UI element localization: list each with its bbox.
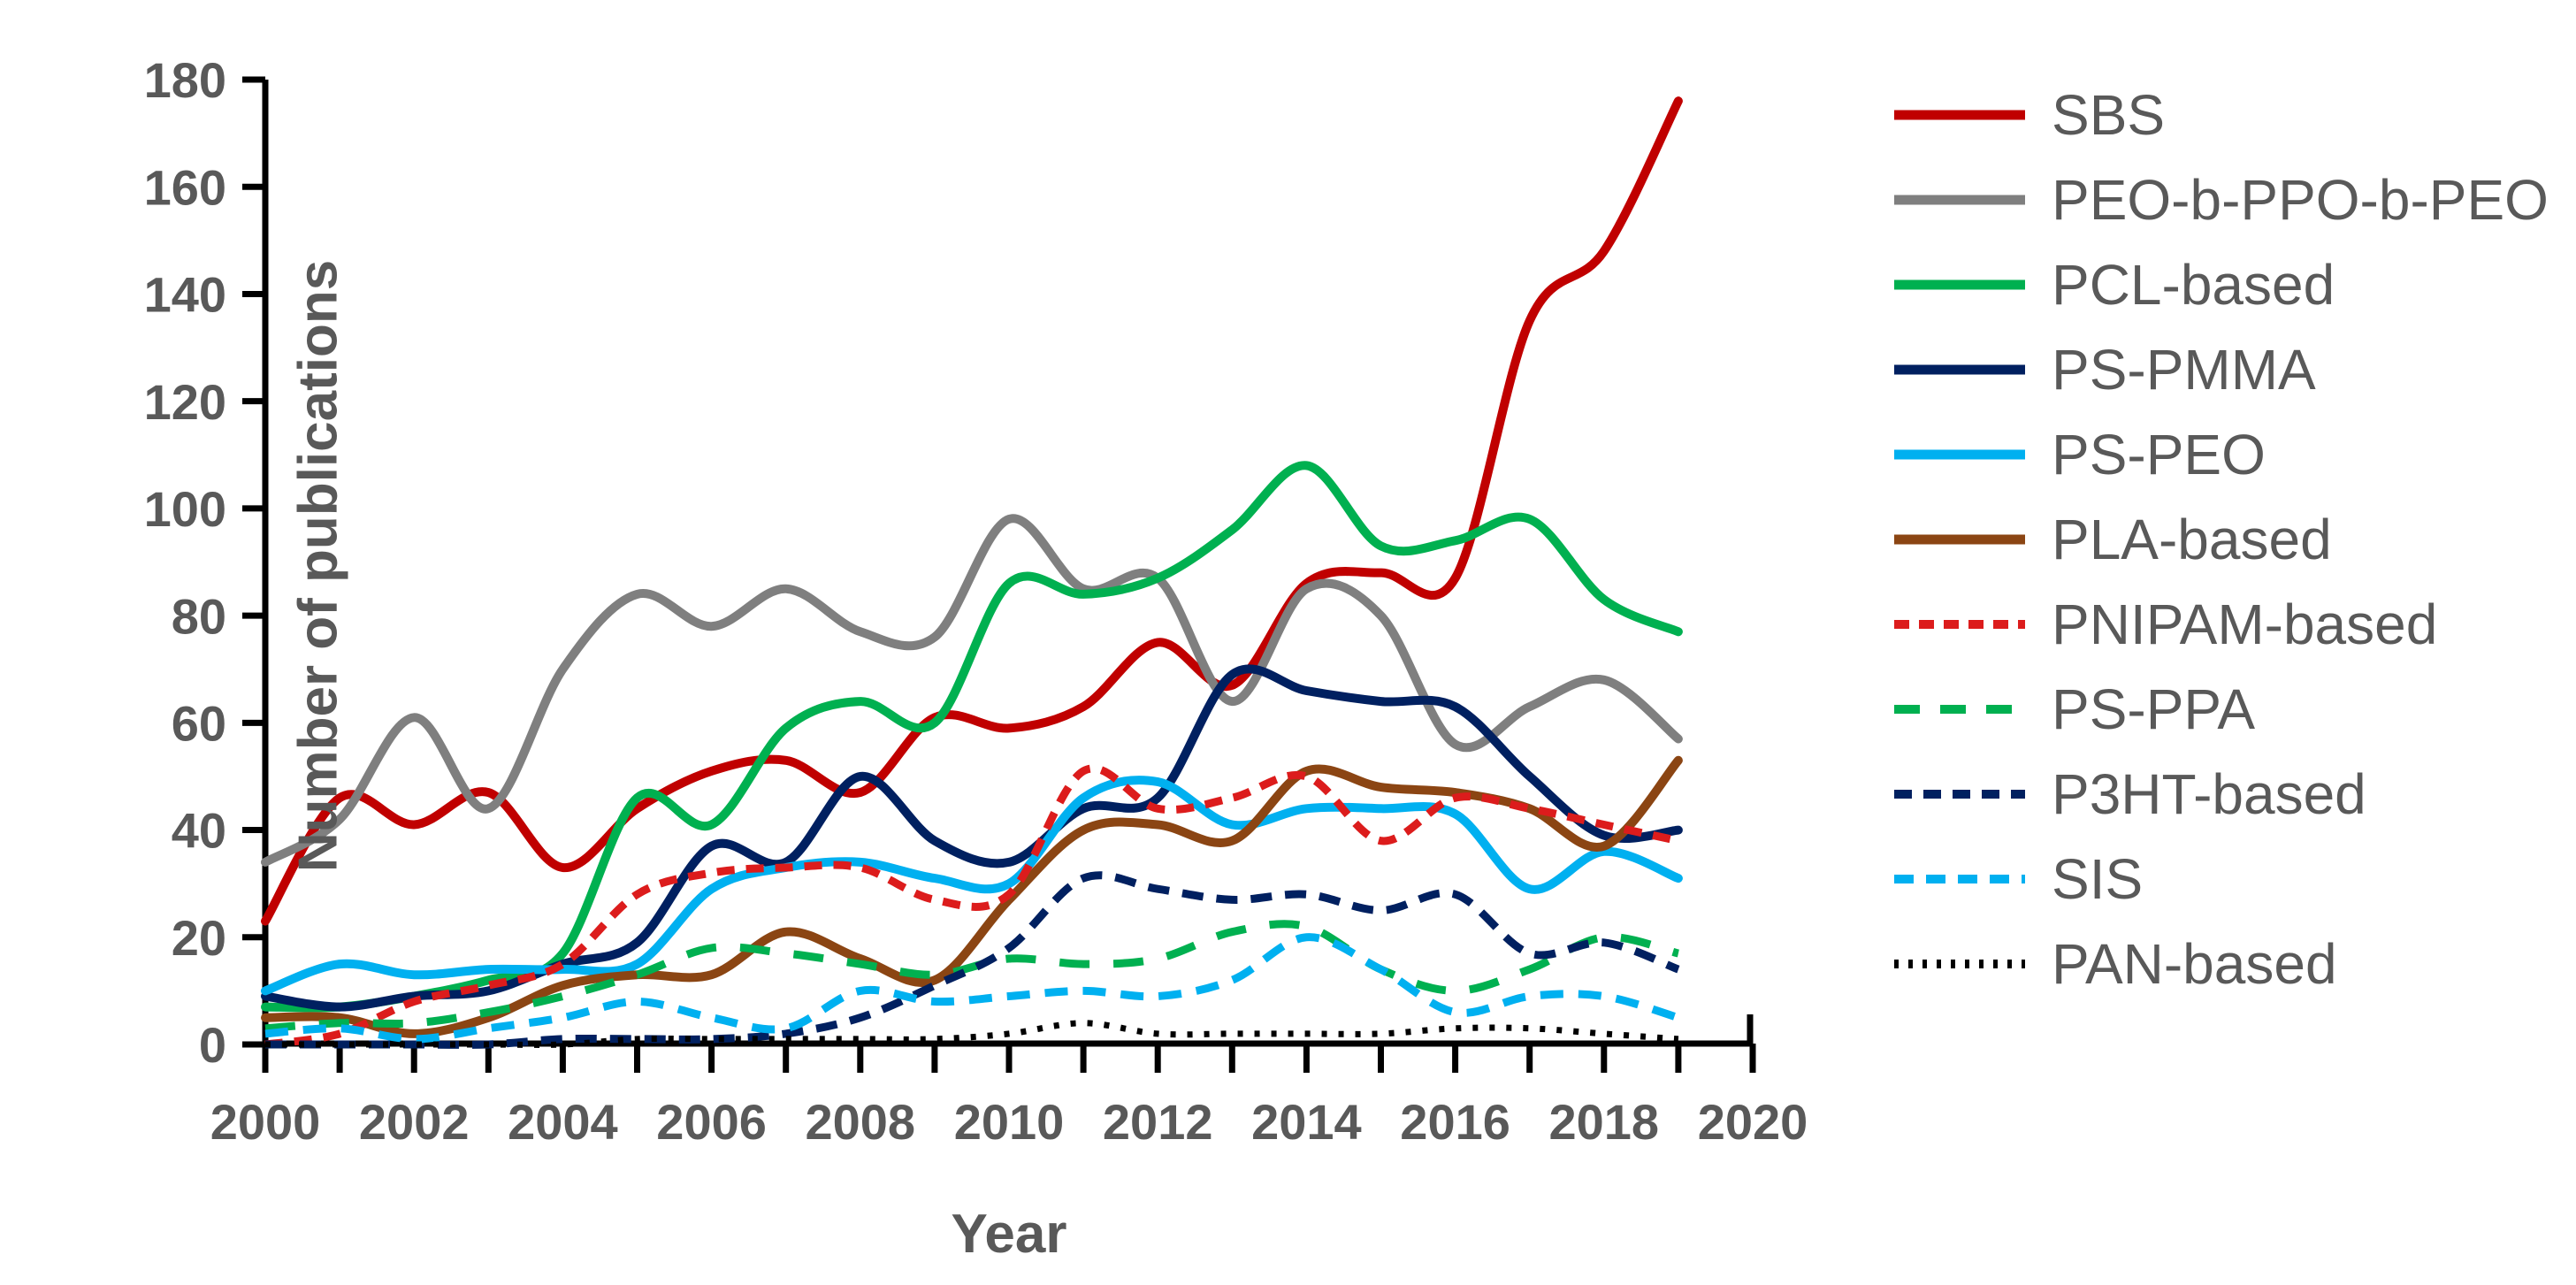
legend-item-pcl-based: PCL-based: [1892, 242, 2573, 327]
legend-label: P3HT-based: [2052, 762, 2366, 826]
legend-swatch-p3ht-based-icon: [1894, 790, 2025, 799]
legend-swatch-sbs-icon: [1894, 110, 2025, 120]
legend-swatch-pnipam-based-icon: [1894, 620, 2025, 629]
x-tick-label: 2010: [954, 1094, 1065, 1150]
x-tick-label: 2016: [1400, 1094, 1510, 1150]
legend-item-sbs: SBS: [1892, 73, 2573, 157]
legend-swatch-ps-pmma-icon: [1894, 364, 2025, 375]
x-tick-label: 2000: [210, 1094, 321, 1150]
legend-label: PS-PPA: [2052, 677, 2255, 741]
x-tick-label: 2006: [656, 1094, 767, 1150]
y-tick-label: 160: [144, 159, 226, 215]
legend-label: PS-PMMA: [2052, 338, 2316, 402]
legend-swatch-ps-ppa-icon: [1894, 705, 2025, 714]
series-line-ps-peo: [261, 776, 1683, 996]
legend: SBS PEO-b-PPO-b-PEO PCL-based PS-PMMA PS-PEO…: [1892, 73, 2573, 1006]
legend-label: PNIPAM-based: [2052, 593, 2438, 656]
legend-item-peo-b-ppo-b-peo: PEO-b-PPO-b-PEO: [1892, 157, 2573, 242]
x-tick-label: 2012: [1103, 1094, 1213, 1150]
y-tick-label: 80: [172, 588, 226, 644]
series-line-pan-based: [265, 1020, 1679, 1048]
x-tick-label: 2020: [1698, 1094, 1808, 1150]
y-tick-label: 20: [172, 910, 226, 966]
legend-label: SIS: [2052, 847, 2144, 911]
legend-label: SBS: [2052, 83, 2166, 147]
legend-label: PEO-b-PPO-b-PEO: [2052, 168, 2549, 232]
x-tick-label: 2004: [508, 1094, 618, 1150]
legend-label: PCL-based: [2052, 253, 2335, 317]
series-line-p3ht-based: [265, 871, 1680, 1049]
y-tick-label: 140: [144, 267, 226, 323]
legend-label: PAN-based: [2052, 932, 2337, 996]
x-tick-label: 2008: [806, 1094, 916, 1150]
legend-label: PLA-based: [2052, 508, 2332, 571]
y-tick-label: 100: [144, 481, 226, 537]
series-line-peo-b-ppo-b-peo: [261, 514, 1683, 867]
legend-item-pnipam-based: PNIPAM-based: [1892, 582, 2573, 667]
y-tick-label: 60: [172, 695, 226, 751]
legend-swatch-peo-b-ppo-b-peo-icon: [1894, 195, 2025, 205]
x-axis-title: Year: [951, 1204, 1067, 1265]
legend-item-pla-based: PLA-based: [1892, 497, 2573, 582]
y-axis-title: Number of publications: [287, 259, 349, 873]
legend-item-p3ht-based: P3HT-based: [1892, 752, 2573, 837]
series-line-ps-pmma: [261, 664, 1683, 1012]
y-tick-labels: 0 20 40 60 80 100 120 140 160 180: [144, 52, 226, 1073]
legend-swatch-ps-peo-icon: [1894, 449, 2025, 460]
x-tick-labels: 2000 2002 2004 2006 2008 2010 2012 2014 2016 2018…: [210, 1094, 1808, 1150]
legend-swatch-pcl-based-icon: [1894, 279, 2025, 290]
x-tick-label: 2014: [1251, 1094, 1362, 1150]
legend-swatch-sis-icon: [1894, 875, 2025, 883]
legend-label: PS-PEO: [2052, 423, 2266, 486]
x-tick-label: 2018: [1549, 1094, 1660, 1150]
legend-swatch-pan-based-icon: [1894, 960, 2025, 968]
legend-item-sis: SIS: [1892, 837, 2573, 922]
x-tick-label: 2002: [359, 1094, 470, 1150]
series-lines: [261, 96, 1683, 1049]
legend-item-pan-based: PAN-based: [1892, 922, 2573, 1006]
y-tick-label: 180: [144, 52, 226, 108]
series-line-ps-ppa: [264, 920, 1680, 1033]
legend-item-ps-peo: PS-PEO: [1892, 412, 2573, 497]
axes: [242, 76, 1756, 1073]
series-line-pnipam-based: [264, 764, 1679, 1049]
y-tick-label: 40: [172, 803, 226, 859]
legend-item-ps-ppa: PS-PPA: [1892, 667, 2573, 752]
series-line-sis: [264, 933, 1680, 1044]
y-tick-label: 120: [144, 374, 226, 430]
legend-swatch-pla-based-icon: [1894, 534, 2025, 545]
y-tick-label: 0: [199, 1017, 226, 1073]
legend-item-ps-pmma: PS-PMMA: [1892, 327, 2573, 412]
